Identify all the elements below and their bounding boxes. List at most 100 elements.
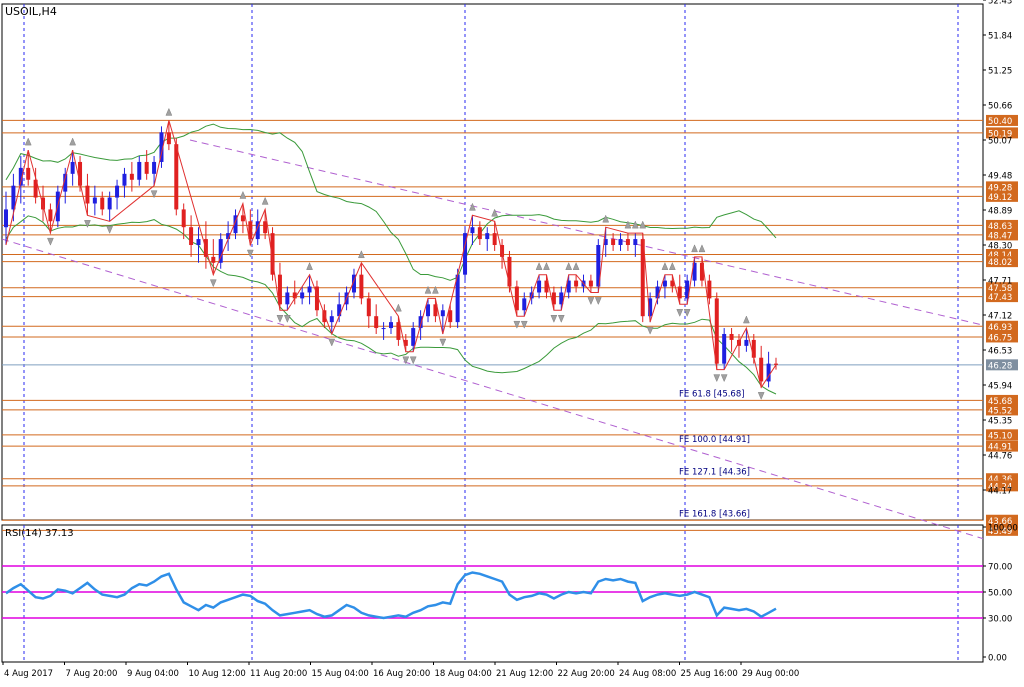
channel-lower-line [1, 238, 984, 540]
fractal-down-marker [283, 315, 291, 323]
fractal-down-marker [646, 326, 654, 335]
fractal-down-marker [246, 249, 254, 258]
current-price-label: 46.28 [988, 361, 1012, 371]
price-level-tag [986, 127, 1018, 139]
time-axis-label: 21 Aug 12:00 [496, 669, 553, 679]
candle-body [685, 280, 690, 299]
candle-body [285, 292, 290, 305]
price-level-tag [986, 480, 1018, 492]
price-level-label: 43.66 [988, 517, 1012, 527]
candle-body [166, 132, 171, 145]
price-axis-label: 47.71 [988, 277, 1012, 287]
price-level-label: 48.02 [988, 258, 1012, 268]
candle-body [314, 286, 319, 311]
candle-body [255, 221, 260, 240]
price-level-label: 44.24 [988, 482, 1012, 492]
fractal-up-marker [639, 220, 647, 229]
candle-body [470, 227, 475, 234]
price-level-tag [986, 190, 1018, 202]
time-axis-label: 4 Aug 2017 [4, 669, 53, 679]
candle-body [159, 132, 164, 162]
time-axis-label: 10 Aug 12:00 [189, 669, 246, 679]
candle-body [233, 215, 238, 234]
candle-body [107, 197, 112, 210]
candle-body [337, 304, 342, 317]
candle-body [277, 274, 282, 305]
fractal-down-marker [713, 374, 721, 383]
fractal-up-marker [543, 262, 550, 270]
fibonacci-label: FE 61.8 [45.68] [679, 389, 745, 399]
candle-body [359, 274, 364, 299]
candle-body [774, 363, 778, 365]
time-axis-label: 22 Aug 20:00 [558, 669, 615, 679]
candle-body [677, 286, 682, 299]
rsi-axis-label: 100.00 [988, 524, 1018, 534]
candle-body [551, 292, 556, 305]
price-level-label: 46.93 [988, 323, 1012, 333]
price-level-tag [986, 219, 1018, 231]
fibonacci-label: FE 100.0 [44.91] [679, 435, 750, 445]
price-level-label: 47.43 [988, 293, 1012, 303]
candle-body [381, 328, 386, 330]
candle-body [292, 292, 297, 299]
time-axis-label: 11 Aug 20:00 [250, 669, 307, 679]
rsi-axis-label: 70.00 [988, 563, 1012, 573]
rsi-line [5, 571, 777, 620]
price-axis-label: 50.07 [988, 137, 1012, 147]
fractal-up-marker [239, 190, 247, 199]
candle-body [522, 298, 527, 311]
candle-body [4, 209, 8, 228]
candle-body [729, 333, 734, 340]
price-level-label: 44.91 [988, 443, 1012, 453]
price-level-tag [986, 282, 1018, 294]
fractal-up-marker [602, 214, 610, 223]
fractal-down-marker [550, 315, 558, 323]
price-level-label: 45.10 [988, 431, 1012, 441]
price-level-tag [986, 440, 1018, 452]
candle-body [633, 239, 638, 246]
candle-body [403, 339, 408, 346]
candle-body [574, 280, 579, 287]
candle-body [270, 233, 275, 275]
candle-body [759, 357, 764, 382]
candle-body [115, 185, 120, 198]
candle-body [662, 280, 667, 287]
price-axis-label: 51.84 [988, 32, 1012, 42]
fibonacci-label: FE 161.8 [43.66] [679, 509, 750, 519]
price-axis-label: 46.53 [988, 347, 1012, 357]
fractal-down-marker [150, 190, 158, 199]
channel-upper-line [189, 139, 984, 326]
candle-body [418, 316, 423, 329]
fractal-up-marker [432, 285, 439, 294]
rsi-axis-label: 30.00 [988, 615, 1012, 625]
candle-body [374, 316, 379, 329]
candle-body [122, 173, 127, 186]
candle-body [537, 280, 542, 293]
price-level-label: 48.63 [988, 222, 1012, 232]
candle-body [26, 167, 31, 180]
candle-body [329, 316, 334, 323]
candle-body [211, 256, 216, 263]
price-axis-label: 50.66 [988, 102, 1012, 112]
time-axis-label: 7 Aug 20:00 [66, 669, 118, 679]
fractal-up-marker [69, 137, 77, 146]
time-axis-label: 29 Aug 00:00 [742, 669, 799, 679]
price-level-tag [986, 248, 1018, 260]
price-level-label: 50.40 [988, 117, 1012, 127]
candle-body [655, 286, 660, 299]
fractal-up-marker [491, 208, 499, 217]
time-axis-label: 18 Aug 04:00 [435, 669, 492, 679]
fractal-up-marker [572, 262, 580, 270]
price-level-label: 46.75 [988, 333, 1012, 343]
candle-body [144, 161, 149, 174]
fractal-up-marker [624, 220, 632, 229]
rsi-axis-label: 0.00 [988, 654, 1007, 664]
candle-body [507, 256, 512, 287]
price-level-tag [986, 514, 1018, 526]
candle-body [722, 333, 727, 364]
candle-body [263, 221, 268, 234]
time-axis-label: 16 Aug 20:00 [373, 669, 430, 679]
rsi-title: RSI(14) 37.13 [5, 528, 74, 539]
price-axis-label: 47.12 [988, 312, 1012, 322]
price-level-tag [986, 331, 1018, 343]
